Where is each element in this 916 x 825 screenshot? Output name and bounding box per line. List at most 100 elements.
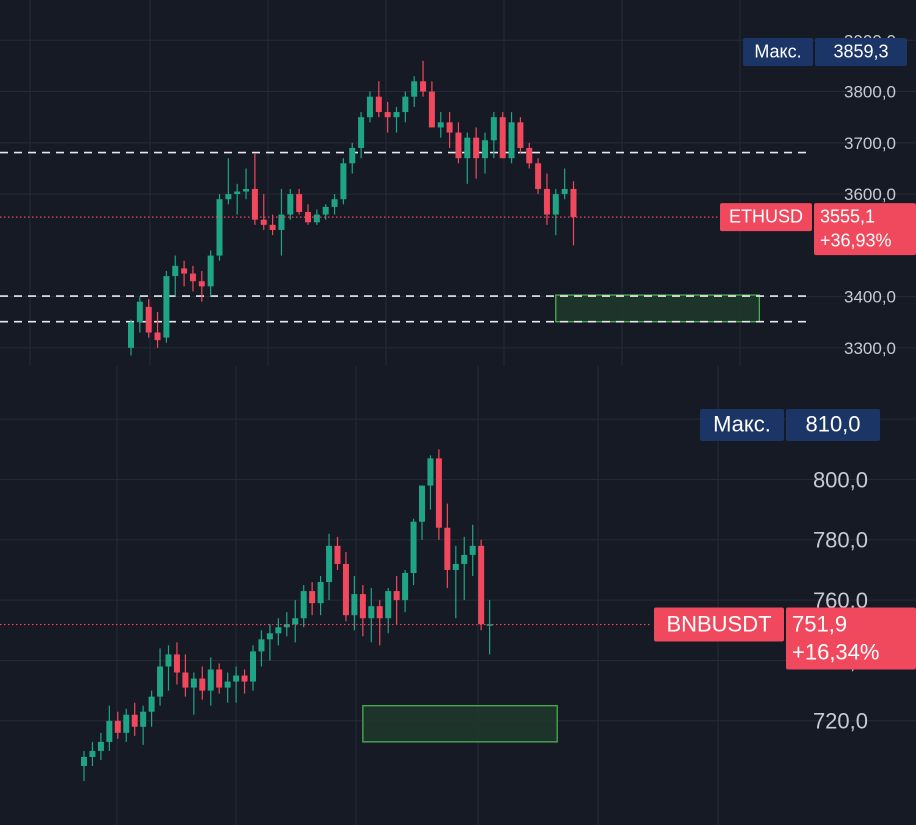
y-tick-label: 3700,0 [844, 134, 896, 153]
candle-body [225, 194, 232, 200]
candle-body [478, 545, 485, 625]
candle-body [446, 122, 453, 133]
candle-body [384, 112, 391, 118]
last-price-text: 751,9 [792, 611, 847, 636]
support-zone-box [362, 705, 558, 743]
candle-body [368, 606, 375, 619]
candle-body [552, 194, 559, 215]
candle-body [376, 606, 383, 619]
candle-body [351, 594, 358, 616]
candle-body [309, 591, 316, 604]
candle-body [198, 281, 205, 287]
candle-body [342, 563, 349, 616]
symbol-text: ETHUSD [729, 207, 803, 227]
candle-body [172, 265, 179, 277]
candle-body [317, 582, 324, 604]
candle-body [358, 117, 365, 148]
y-tick-label: 3600,0 [844, 185, 896, 204]
candle-body [410, 521, 417, 573]
last-price-tag [814, 203, 916, 256]
bnbusdt-chart-panel[interactable]: 820,0800,0780,0760,0740,0720,0Макс.810,0… [0, 366, 916, 825]
candle-body [128, 322, 134, 348]
candle-body [241, 675, 248, 682]
candle-body [490, 117, 497, 141]
candle-body [464, 137, 471, 159]
candle-body [181, 268, 188, 274]
candle-body [251, 188, 258, 220]
candle-body [145, 306, 152, 333]
candle-body [207, 669, 214, 691]
candle-body [375, 96, 382, 113]
plot-background [0, 366, 916, 825]
max-label-tag [700, 409, 784, 441]
candle-body [455, 132, 462, 159]
candle-body [163, 276, 170, 338]
y-tick-label: 780,0 [813, 528, 868, 553]
y-tick-label: 720,0 [813, 709, 868, 734]
candle-body [287, 194, 294, 215]
candle-body [486, 624, 493, 626]
candle-body [393, 112, 400, 118]
candle-body [250, 651, 256, 682]
candle-body [216, 199, 223, 256]
candle-body [165, 654, 172, 667]
max-label-text: Макс. [754, 42, 801, 62]
support-zone-box [555, 294, 760, 323]
candle-body [136, 301, 143, 323]
max-value-text: 810,0 [805, 411, 860, 436]
max-value-tag [786, 409, 880, 441]
candle-body [207, 255, 214, 287]
candle-body [326, 545, 333, 583]
candle-body [482, 140, 488, 159]
candle-body [535, 163, 542, 189]
y-tick-label: 3300,0 [844, 339, 896, 358]
candle-body [393, 591, 400, 601]
candle-body [402, 572, 409, 601]
candle-body [216, 669, 223, 688]
change-percent-text: +36,93% [820, 231, 892, 251]
candle-body [420, 81, 427, 92]
candle-body [461, 554, 468, 564]
candle-body [275, 627, 282, 634]
candle-body [366, 96, 373, 118]
max-label-text: Макс. [713, 411, 771, 436]
candle-body [224, 681, 231, 688]
max-value-text: 3859,3 [833, 42, 888, 62]
change-percent-text: +16,34% [792, 639, 879, 664]
candle-body [260, 219, 267, 225]
symbol-tag [720, 203, 812, 232]
candle-body [313, 214, 320, 223]
candle-body [140, 711, 147, 727]
candle-body [517, 122, 524, 148]
symbol-text: BNBUSDT [666, 611, 771, 636]
candle-body [148, 696, 155, 712]
candle-body [508, 122, 515, 159]
candle-body [526, 147, 533, 164]
candle-body [269, 224, 276, 230]
candle-body [349, 147, 356, 164]
candle-body [296, 194, 303, 213]
candle-body [278, 214, 285, 230]
candle-body [97, 741, 104, 751]
candle-body [427, 458, 434, 486]
candle-body [243, 188, 250, 192]
candle-body [106, 720, 113, 742]
candle-body [385, 591, 392, 619]
candle-body [182, 672, 189, 688]
candle-body [334, 545, 341, 564]
candle-body [157, 666, 164, 697]
last-price-tag [786, 607, 916, 670]
candle-body [435, 458, 442, 528]
last-price-text: 3555,1 [820, 207, 875, 227]
candle-body [561, 188, 568, 195]
candle-body [359, 594, 366, 619]
candle-body [154, 332, 161, 341]
candle-body [233, 675, 240, 682]
candle-body [444, 527, 451, 570]
candle-body [114, 720, 121, 733]
candle-body [331, 199, 338, 207]
candle-body [131, 714, 138, 727]
ethusd-chart-panel[interactable]: 3900,03800,03700,03600,03400,03300,0Макс… [0, 0, 916, 366]
candle-body [300, 591, 307, 619]
